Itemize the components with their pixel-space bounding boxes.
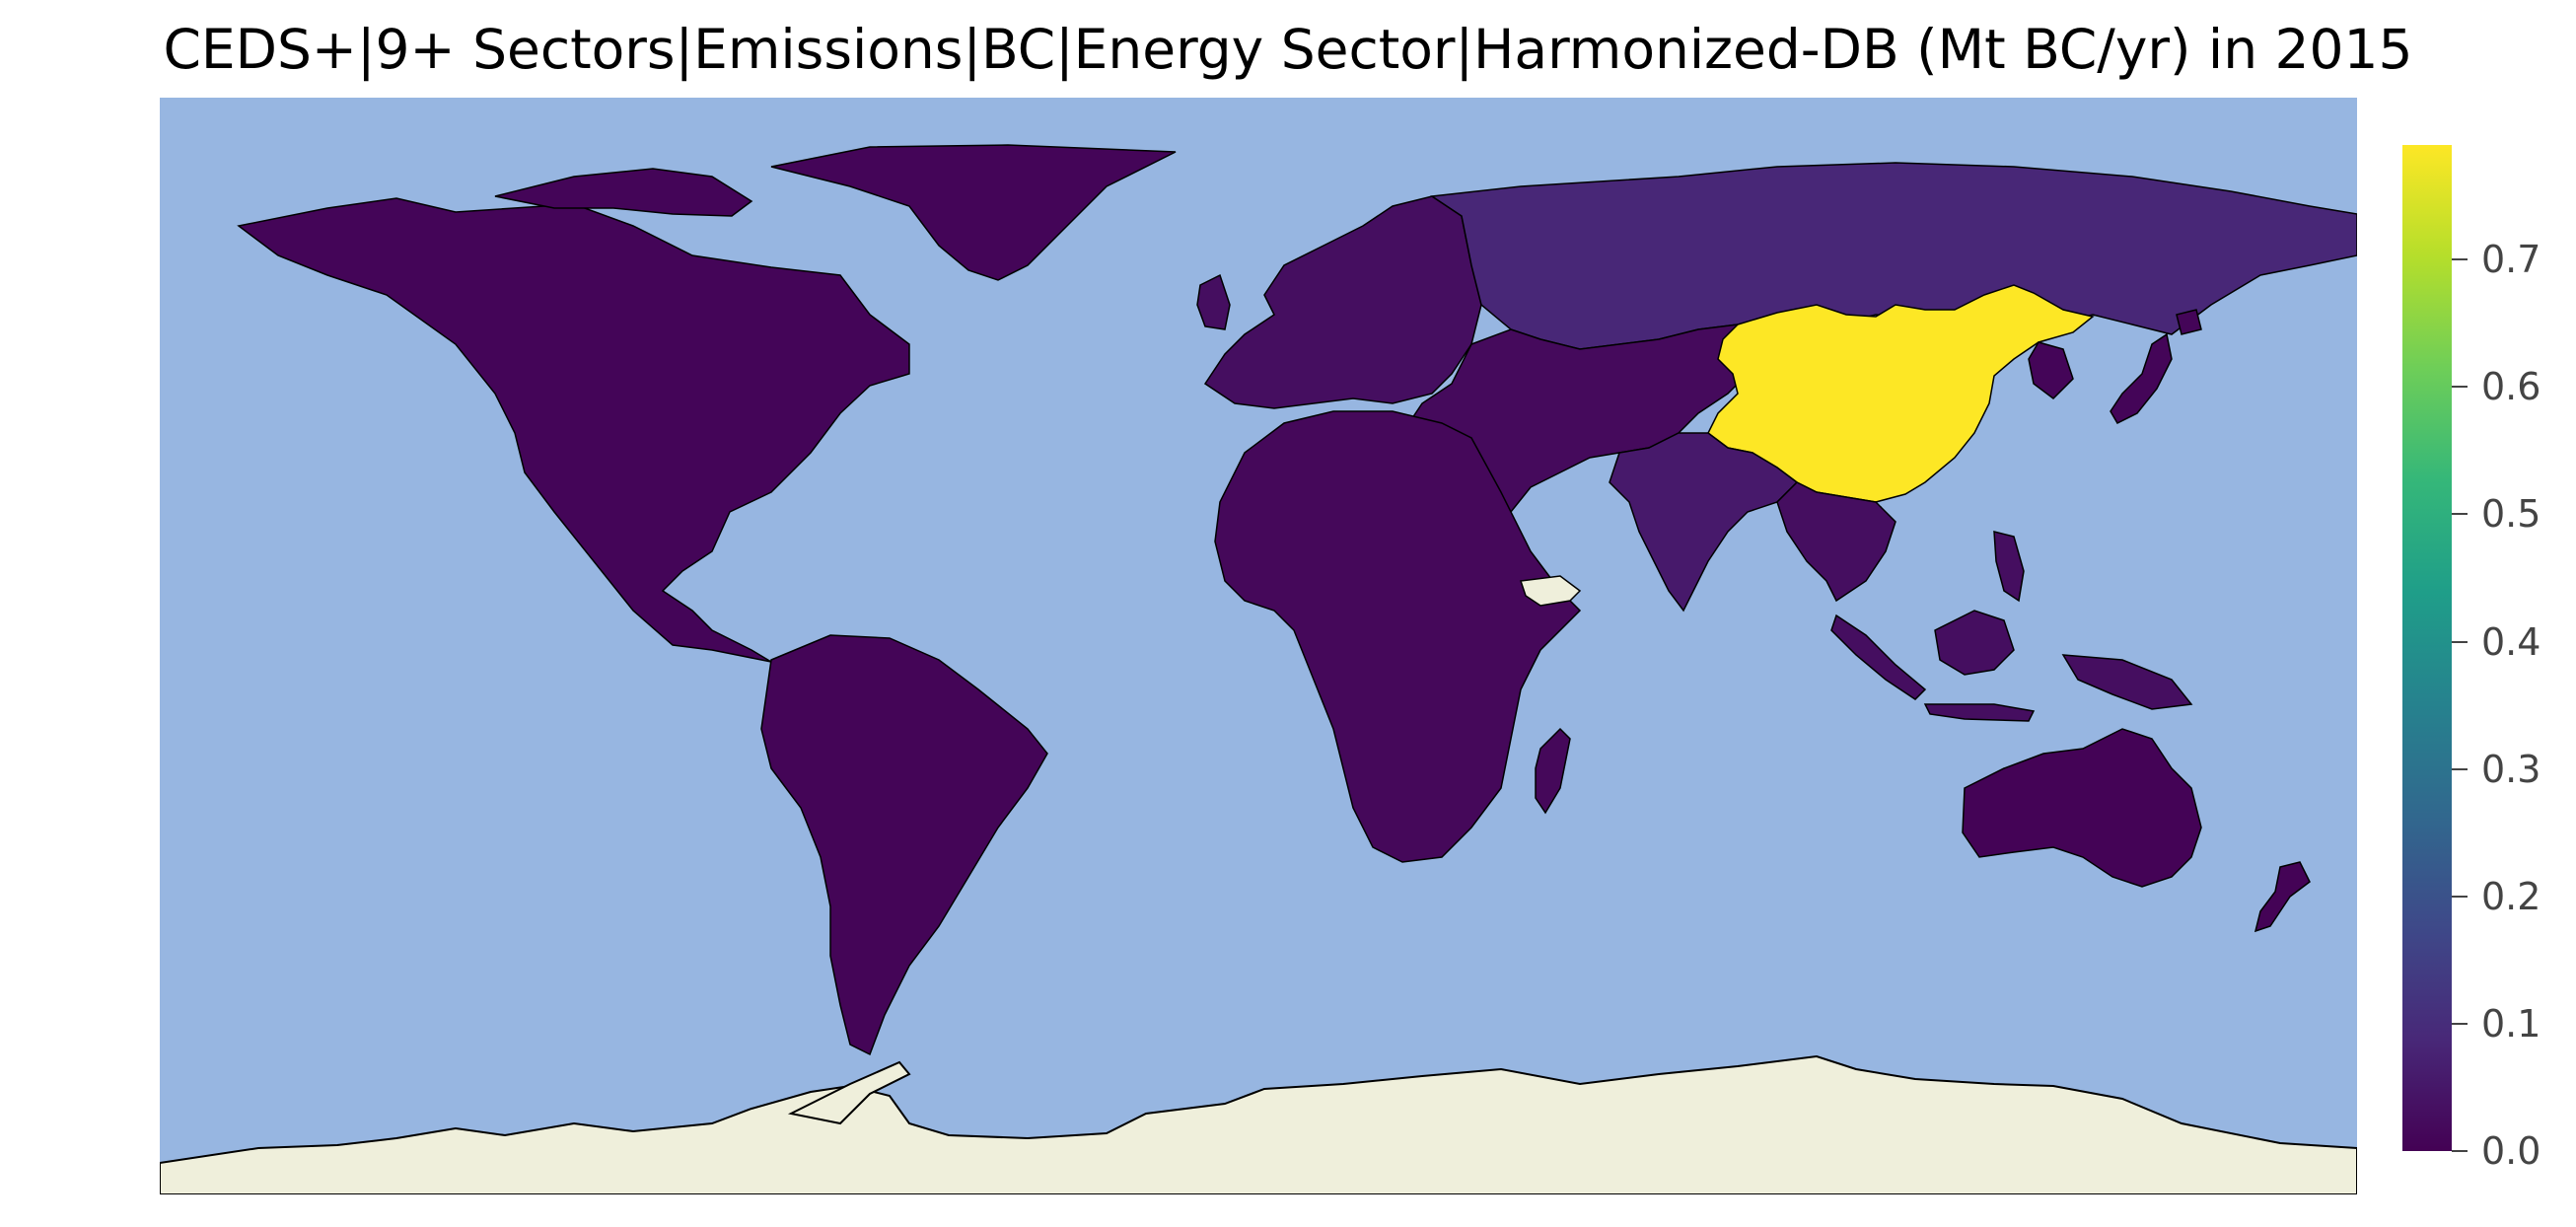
colorbar-tick-label: 0.0 — [2481, 1129, 2541, 1173]
region-japan-hokkaido — [2176, 309, 2202, 335]
colorbar-tick-label: 0.3 — [2481, 747, 2541, 791]
region-north-america — [237, 197, 910, 663]
colorbar-tick — [2452, 386, 2468, 389]
colorbar-tick-label: 0.6 — [2481, 365, 2541, 409]
colorbar-tick-label: 0.1 — [2481, 1001, 2541, 1046]
colorbar-tick — [2452, 640, 2468, 643]
colorbar-tick-label: 0.2 — [2481, 874, 2541, 918]
colorbar-tick-label: 0.4 — [2481, 619, 2541, 664]
region-new-zealand — [2254, 861, 2311, 933]
map-title: CEDS+|9+ Sectors|Emissions|BC|Energy Sec… — [163, 18, 2413, 81]
colorbar: 0.0 0.1 0.2 0.3 0.4 0.5 0.6 0.7 — [2402, 145, 2540, 1173]
region-indonesia-sumatra — [1830, 614, 1927, 700]
region-india — [1609, 432, 1799, 613]
region-australia — [1962, 728, 2202, 888]
colorbar-tick — [2452, 258, 2468, 261]
colorbar-tick — [2452, 895, 2468, 898]
region-philippines — [1993, 531, 2025, 603]
colorbar-gradient — [2402, 145, 2452, 1151]
region-madagascar — [1535, 727, 1571, 815]
region-arctic-islands — [494, 168, 753, 217]
region-korea — [2028, 341, 2074, 399]
region-indonesia-java — [1923, 703, 2036, 722]
colorbar-tick — [2452, 513, 2468, 516]
colorbar-tick — [2452, 1150, 2468, 1152]
region-indonesia-borneo — [1934, 610, 2015, 676]
region-south-america — [760, 634, 1048, 1056]
region-new-guinea — [2061, 654, 2193, 710]
region-antarctic-peninsula — [787, 1060, 911, 1125]
colorbar-tick — [2452, 1022, 2468, 1025]
region-uk — [1196, 273, 1231, 330]
region-japan — [2110, 332, 2173, 424]
region-antarctica — [160, 1054, 2357, 1194]
world-map — [160, 98, 2357, 1194]
region-greenland — [770, 144, 1177, 281]
colorbar-tick-label: 0.7 — [2481, 238, 2541, 282]
region-southeast-asia — [1776, 481, 1896, 603]
region-africa — [1214, 410, 1582, 863]
region-china — [1707, 284, 2095, 503]
colorbar-tick — [2452, 767, 2468, 770]
colorbar-tick-label: 0.5 — [2481, 492, 2541, 537]
region-somalia — [1519, 575, 1582, 607]
map-panel — [160, 98, 2357, 1194]
